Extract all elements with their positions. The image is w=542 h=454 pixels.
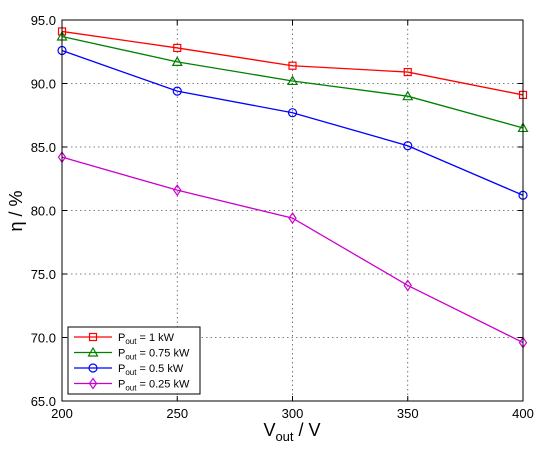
series-2 (56, 30, 529, 133)
x-axis-title-main: V (263, 420, 275, 440)
legend-label: Pout = 0.75 kW (118, 348, 190, 362)
x-tick-label: 350 (397, 406, 419, 421)
data-point (287, 108, 298, 118)
y-tick-label: 70.0 (31, 331, 56, 346)
legend-entry: Pout = 1 kW (74, 332, 175, 346)
data-point (171, 56, 183, 67)
legend-marker (88, 332, 98, 342)
series-line (61, 35, 524, 129)
data-point (403, 279, 412, 292)
series-line (61, 30, 524, 96)
legend-entry: Pout = 0.5 kW (74, 363, 184, 377)
data-point (402, 90, 414, 101)
data-point (173, 43, 182, 53)
y-tick-label: 65.0 (31, 394, 56, 409)
data-point (172, 86, 182, 96)
y-axis-title: η / % (6, 190, 26, 231)
legend-entry: Pout = 0.75 kW (74, 346, 190, 362)
x-tick-label: 300 (282, 406, 304, 421)
y-tick-label: 80.0 (31, 204, 56, 219)
legend-label: Pout = 0.5 kW (118, 363, 184, 377)
x-axis-title: Vout / V (263, 420, 320, 444)
x-tick-label: 200 (51, 406, 73, 421)
legend-label: Pout = 0.25 kW (118, 379, 190, 393)
legend-marker (87, 346, 99, 357)
x-tick-label: 250 (166, 406, 188, 421)
data-point (288, 212, 297, 225)
series-line (61, 49, 524, 196)
legend-marker (88, 363, 98, 373)
legend-entry: Pout = 0.25 kW (74, 377, 190, 393)
series-line (61, 156, 524, 344)
ticks: 200 250 300 350 400 65.0 70.0 75.0 80.0 85.0 90.0 9… (31, 13, 534, 421)
x-axis-title-suffix: / V (294, 420, 321, 440)
y-tick-label: 90.0 (31, 77, 56, 92)
data-point (403, 67, 412, 77)
legend-marker (88, 377, 98, 390)
y-tick-label: 85.0 (31, 140, 56, 155)
data-point (403, 141, 413, 151)
data-point (173, 184, 182, 197)
y-tick-label: 95.0 (31, 13, 56, 28)
legend-label: Pout = 1 kW (118, 332, 175, 346)
data-point (286, 75, 299, 86)
x-axis-title-sub: out (275, 429, 293, 444)
y-tick-label: 75.0 (31, 267, 56, 282)
data-point (288, 61, 297, 70)
x-tick-label: 400 (512, 406, 534, 421)
